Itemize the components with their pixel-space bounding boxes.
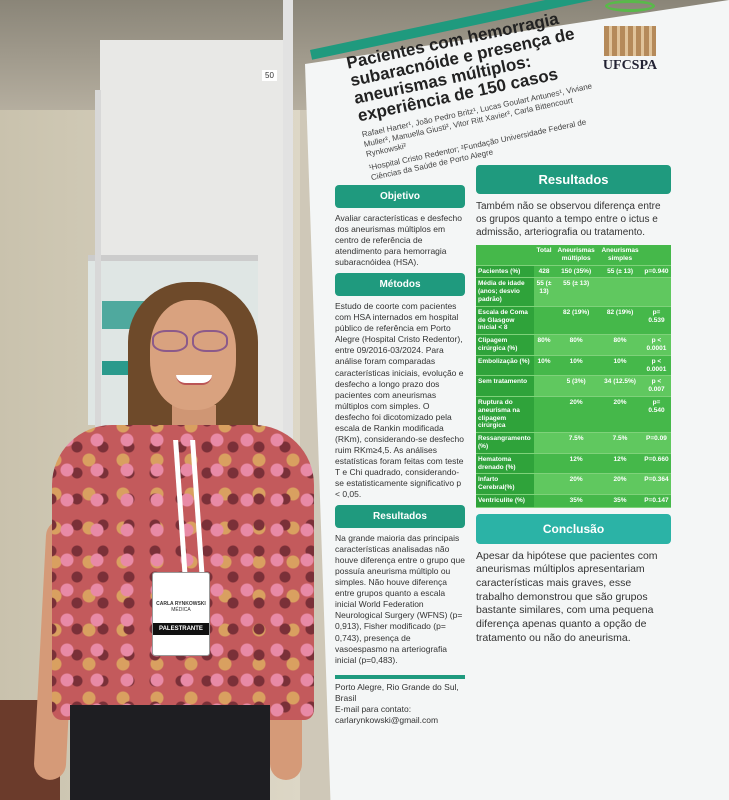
table-cell: Sem tratamento bbox=[476, 375, 534, 397]
table-cell: Ruptura do aneurisma na clipagem cirúrgi… bbox=[476, 396, 534, 434]
table-row: Ventriculite (%) 35% 35% P=0.147 bbox=[476, 494, 671, 508]
table-cell: P=0.147 bbox=[641, 494, 671, 508]
table-cell: Clipagem cirúrgica (%) bbox=[476, 334, 534, 356]
resultados-left-heading: Resultados bbox=[335, 505, 465, 529]
footer-contact: E-mail para contato: carlarynkowski@gmai… bbox=[335, 703, 439, 725]
table-row: Sem tratamento 5 (3%) 34 (12.5%) p < 0.007 bbox=[476, 375, 671, 397]
table-cell bbox=[534, 396, 555, 434]
table-cell: 35% bbox=[598, 494, 642, 508]
table-cell: 82 (19%) bbox=[554, 306, 599, 336]
table-cell: 10% bbox=[554, 355, 599, 377]
table-cell: p < 0.007 bbox=[641, 375, 671, 397]
frame-pole bbox=[283, 0, 293, 760]
conclusao-heading: Conclusão bbox=[476, 513, 671, 544]
table-cell: Média de idade (anos; desvio padrão) bbox=[476, 277, 534, 307]
footer-location: Porto Alegre, Rio Grande do Sul, Brasil bbox=[335, 681, 459, 703]
metodos-heading: Métodos bbox=[335, 273, 465, 297]
table-row: Média de idade (anos; desvio padrão) 55 (… bbox=[476, 277, 671, 307]
table-row: Ruptura do aneurisma na clipagem cirúrgi… bbox=[476, 396, 671, 434]
table-header: Total bbox=[534, 245, 555, 266]
metodos-text: Estudo de coorte com pacientes com HSA i… bbox=[335, 301, 464, 500]
table-cell: Ressangramento (%) bbox=[476, 432, 534, 454]
table-cell: 10% bbox=[598, 355, 642, 377]
table-row: Pacientes (%) 428 150 (35%) 55 (± 13) p=0.94… bbox=[476, 265, 671, 279]
table-cell: p= 0.539 bbox=[641, 306, 671, 336]
table-row: Infarto Cerebral(%) 20% 20% P=0.364 bbox=[476, 473, 671, 495]
table-cell: Escala de Coma de Glasgow inicial < 8 bbox=[476, 306, 534, 336]
table-header bbox=[641, 245, 671, 266]
badge-type: PALESTRANTE bbox=[153, 623, 209, 635]
table-cell: 82 (19%) bbox=[598, 306, 642, 336]
table-cell: 150 (35%) bbox=[554, 265, 599, 279]
objetivo-text: Avaliar características e desfecho dos a… bbox=[335, 213, 462, 268]
conclusao-text: Apesar da hipótese que pacientes com ane… bbox=[476, 549, 658, 644]
table-cell: 12% bbox=[554, 453, 599, 475]
table-cell: 12% bbox=[598, 453, 642, 475]
table-cell: p=0.940 bbox=[641, 265, 671, 279]
table-cell: 35% bbox=[554, 494, 599, 508]
resultados-heading: Resultados bbox=[476, 165, 671, 194]
table-cell: 55 (± 13) bbox=[554, 277, 599, 307]
frame-pole bbox=[95, 90, 101, 610]
table-cell: 80% bbox=[598, 334, 642, 356]
table-cell: 428 bbox=[534, 265, 555, 279]
badge-role: MÉDICA bbox=[171, 607, 191, 613]
table-cell: 55 (± 13) bbox=[598, 265, 642, 279]
poster-footer: Porto Alegre, Rio Grande do Sul, Brasil … bbox=[335, 674, 465, 726]
poster-right-column: Resultados Também não se observou difere… bbox=[476, 165, 671, 645]
smile bbox=[176, 375, 212, 385]
table-cell: 20% bbox=[598, 473, 642, 495]
booth-number: 50 bbox=[262, 70, 277, 81]
glasses bbox=[152, 330, 234, 354]
table-cell: Hematoma drenado (%) bbox=[476, 453, 534, 475]
table-header: Aneurismas simples bbox=[598, 245, 642, 266]
table-cell bbox=[641, 277, 671, 307]
poster-left-column: Objetivo Avaliar características e desfe… bbox=[335, 185, 465, 726]
table-cell bbox=[534, 494, 555, 508]
table-cell: Infarto Cerebral(%) bbox=[476, 473, 534, 495]
table-cell: 20% bbox=[598, 396, 642, 434]
table-cell: Pacientes (%) bbox=[476, 265, 534, 279]
table-row: Clipagem cirúrgica (%) 80% 80% 80% p < 0.000… bbox=[476, 334, 671, 356]
table-cell bbox=[534, 453, 555, 475]
table-cell: Ventriculite (%) bbox=[476, 494, 534, 508]
table-cell: 7.5% bbox=[598, 432, 642, 454]
table-row: Escala de Coma de Glasgow inicial < 8 82 … bbox=[476, 306, 671, 336]
ufcspa-logo: UFCSPA bbox=[600, 0, 660, 80]
table-cell: Embolização (%) bbox=[476, 355, 534, 377]
table-cell bbox=[534, 473, 555, 495]
table-header: Aneurismas múltiplos bbox=[554, 245, 599, 266]
results-table: Total Aneurismas múltiplos Aneurismas simp… bbox=[476, 245, 671, 508]
table-cell: 20% bbox=[554, 473, 599, 495]
table-cell: 80% bbox=[534, 334, 555, 356]
table-row: Hematoma drenado (%) 12% 12% P=0.660 bbox=[476, 453, 671, 475]
objetivo-heading: Objetivo bbox=[335, 185, 465, 208]
table-cell: p < 0.0001 bbox=[641, 355, 671, 377]
table-cell: p < 0.0001 bbox=[641, 334, 671, 356]
table-cell bbox=[534, 432, 555, 454]
resultados-left-text: Na grande maioria das principais caracte… bbox=[335, 533, 465, 665]
person-face bbox=[150, 300, 236, 410]
table-cell bbox=[598, 277, 642, 307]
resultados-right-text: Também não se observou diferença entre o… bbox=[476, 201, 661, 238]
table-cell: p= 0.540 bbox=[641, 396, 671, 434]
table-cell: 5 (3%) bbox=[554, 375, 599, 397]
table-cell: 10% bbox=[534, 355, 555, 377]
table-cell: P=0.660 bbox=[641, 453, 671, 475]
table-cell: 34 (12.5%) bbox=[598, 375, 642, 397]
table-cell: 80% bbox=[554, 334, 599, 356]
table-cell: 20% bbox=[554, 396, 599, 434]
table-header bbox=[476, 245, 534, 266]
table-cell: 55 (± 13) bbox=[534, 277, 555, 307]
table-row: Ressangramento (%) 7.5% 7.5% P=0.09 bbox=[476, 432, 671, 454]
table-cell: 7.5% bbox=[554, 432, 599, 454]
person-pants bbox=[70, 705, 270, 800]
badge-name: CARLA RYNKOWSKI bbox=[156, 601, 206, 607]
table-cell bbox=[534, 306, 555, 336]
table-cell: P=0.09 bbox=[641, 432, 671, 454]
table-cell bbox=[534, 375, 555, 397]
table-row: Embolização (%) 10% 10% 10% p < 0.0001 bbox=[476, 355, 671, 377]
name-badge: CARLA RYNKOWSKI MÉDICA PALESTRANTE bbox=[152, 572, 210, 656]
table-cell: P=0.364 bbox=[641, 473, 671, 495]
